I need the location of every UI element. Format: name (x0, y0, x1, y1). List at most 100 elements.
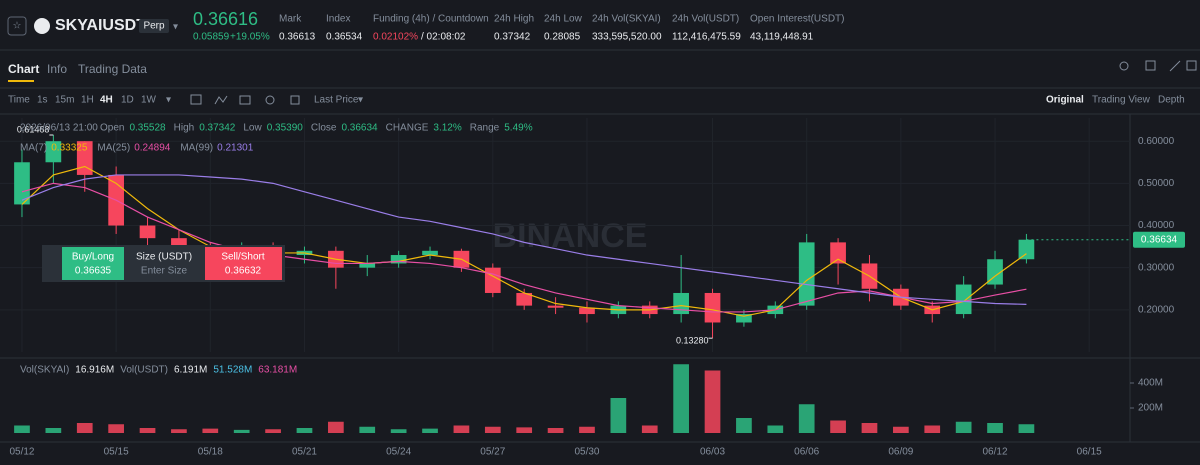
order-panel: Buy/Long 0.36635 Size (USDT) Enter Size … (42, 245, 285, 282)
vol-legend: 51.528M (213, 365, 252, 376)
sell-price: 0.36632 (225, 266, 262, 277)
candle-body (139, 225, 156, 239)
stat-label: 24h Vol(USDT) (672, 14, 739, 25)
badge-text: Perp (143, 21, 165, 32)
stat-label: Open Interest(USDT) (750, 14, 844, 25)
volume-bar (108, 424, 124, 433)
info-date: 2026/06/13 21:00 (20, 123, 98, 134)
volume-bar (1018, 424, 1035, 433)
candle-body (579, 307, 595, 315)
volume-bar (516, 427, 533, 433)
interval[interactable]: 15m (55, 95, 74, 106)
x-tick-label: 06/03 (700, 447, 725, 458)
buy-price: 0.36635 (75, 266, 112, 277)
ma-name: MA(25) (97, 143, 130, 154)
candle-body (1018, 239, 1035, 260)
buy-label: Buy/Long (72, 252, 114, 263)
stat-extra: / 02:08:02 (421, 32, 466, 43)
interval: Time (8, 95, 30, 106)
stat-value: 333,595,520.00 (592, 32, 662, 43)
candle-body (422, 250, 438, 256)
info-label: High (174, 123, 195, 134)
favorite[interactable] (7, 16, 27, 36)
interval[interactable]: 1s (37, 95, 48, 106)
volume-bar (861, 423, 878, 433)
stat-value: 0.36534 (326, 32, 363, 43)
dropdown[interactable]: ▾ (358, 95, 363, 106)
stat-value: 0.36613 (279, 32, 316, 43)
candle-body (955, 284, 972, 315)
info-value: 0.36634 (341, 123, 378, 134)
volume-bar (45, 428, 62, 433)
view-tab[interactable]: Original (1046, 95, 1084, 106)
candle-body (736, 314, 752, 323)
stat-value: 0.37342 (494, 32, 531, 43)
vol-tick-label: 200M (1138, 403, 1163, 414)
info-value: 3.12% (433, 123, 461, 134)
symbol[interactable]: SKYAIUSDT (55, 17, 146, 34)
volume-bar (673, 364, 689, 433)
candle-body (516, 292, 533, 306)
volume-bar (987, 423, 1003, 433)
interval[interactable]: 1H (81, 95, 94, 106)
interval[interactable]: 4H (100, 95, 113, 106)
volume-bar (484, 426, 501, 433)
info-value: 5.49% (504, 123, 532, 134)
candle-body (673, 292, 689, 315)
view-tab[interactable]: Depth (1158, 95, 1185, 106)
tab[interactable]: Trading Data (78, 62, 147, 76)
volume-bar (453, 425, 470, 433)
ma-line (21, 165, 1027, 317)
view-tab[interactable]: Trading View (1092, 95, 1151, 106)
sell-label: Sell/Short (221, 252, 265, 263)
size-input[interactable]: Enter Size (141, 266, 188, 277)
volume-bar (579, 426, 595, 433)
interval[interactable]: 1W (141, 95, 157, 106)
buy-button[interactable] (62, 247, 124, 280)
volume-bar (830, 420, 846, 433)
x-tick-label: 05/18 (198, 447, 223, 458)
star: ☆ (13, 21, 22, 32)
candle-body (76, 141, 93, 175)
x-tick-label: 06/15 (1077, 447, 1102, 458)
dropdown[interactable]: ▾ (173, 22, 178, 33)
info-label: Open (100, 123, 124, 134)
info-label: Close (311, 123, 337, 134)
price: 0.36616 (193, 9, 258, 29)
price-type[interactable]: Last Price (314, 95, 359, 106)
max-label: 0.61468 (17, 124, 50, 134)
info-value: 0.37342 (199, 123, 236, 134)
tab[interactable]: Info (47, 62, 67, 76)
info-value: 0.35390 (267, 123, 304, 134)
volume-bar (14, 425, 30, 433)
ma-value: 0.21301 (217, 143, 254, 154)
logo (34, 18, 50, 34)
vol-legend: Vol(SKYAI) (20, 365, 69, 376)
volume-bar (202, 428, 219, 433)
stat-label: 24h Vol(SKYAI) (592, 14, 661, 25)
info-label: Low (243, 123, 262, 134)
volume-bar (610, 398, 627, 433)
vol-legend: 6.191M (174, 365, 207, 376)
sell-button[interactable] (205, 247, 282, 280)
candle-body (484, 267, 501, 293)
x-tick-label: 06/06 (794, 447, 819, 458)
ma-name: MA(7) (20, 143, 47, 154)
interval[interactable]: 1D (121, 95, 134, 106)
watermark: BINANCE (493, 217, 648, 255)
x-tick-label: 05/21 (292, 447, 317, 458)
tab[interactable]: Chart (8, 62, 39, 76)
candle-body (830, 242, 846, 264)
volume-bar (76, 423, 93, 433)
candle-body (547, 305, 564, 308)
ma-value: 0.24894 (134, 143, 171, 154)
y-tick-label: 0.20000 (1138, 304, 1175, 315)
candle-body (987, 259, 1003, 285)
dropdown[interactable]: ▾ (166, 95, 171, 106)
price-tag: 0.36634 (1141, 234, 1178, 245)
y-tick-label: 0.50000 (1138, 178, 1175, 189)
change-pct: +19.05% (230, 32, 270, 43)
x-tick-label: 05/24 (386, 447, 411, 458)
x-tick-label: 05/27 (480, 447, 505, 458)
volume-bar (422, 428, 438, 433)
